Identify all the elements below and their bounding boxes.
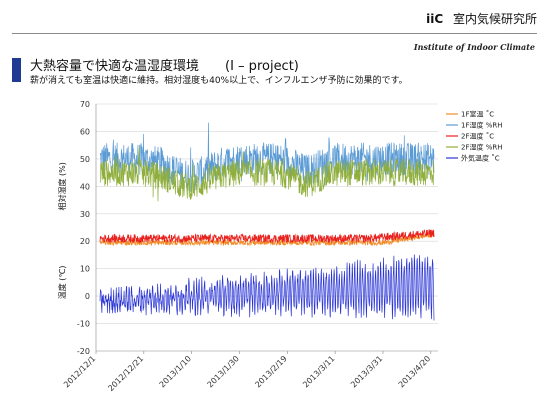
- legend-label: 2F湿度 %RH: [461, 143, 502, 152]
- institute-name: Institute of Indoor Climate: [413, 42, 535, 52]
- x-tick-label: 2012/12/1: [62, 354, 97, 389]
- x-tick-label: 2013/3/11: [301, 354, 336, 389]
- series-line-f2_rh: [99, 146, 435, 202]
- y-tick-label: 20: [80, 237, 90, 246]
- legend-label: 1F室温 ˚C: [461, 110, 494, 119]
- slide-title: 大熱容量で快適な温湿度環境 (I – project): [30, 55, 299, 74]
- legend-label: 2F温度 ˚C: [461, 132, 494, 141]
- y-axis-label-lower: 温度 (℃): [57, 265, 67, 299]
- y-tick-label: 60: [80, 127, 90, 136]
- y-tick-label: 40: [80, 182, 90, 191]
- x-tick-label: 2012/12/21: [106, 354, 145, 393]
- series-line-f2_temp: [99, 229, 435, 244]
- x-tick-label: 2013/3/31: [349, 354, 384, 389]
- series-line-outdoor: [99, 254, 435, 321]
- header-rule: [12, 33, 537, 34]
- brand-org: 室内気候研究所: [452, 12, 537, 26]
- legend-label: 外気温度 ˚C: [461, 154, 500, 163]
- y-tick-label: 30: [80, 210, 90, 219]
- brand-header: iiC 室内気候研究所: [426, 10, 537, 27]
- legend-label: 1F湿度 %RH: [461, 121, 502, 130]
- x-tick-label: 2013/2/19: [253, 354, 288, 389]
- title-accent-bar: [12, 58, 21, 82]
- x-tick-label: 2013/1/10: [158, 354, 193, 389]
- y-axis-label-upper: 相対湿度 (%): [57, 162, 67, 210]
- y-tick-label: 10: [80, 265, 90, 274]
- y-tick-label: -10: [77, 320, 90, 329]
- series-line-f1_temp: [99, 231, 435, 247]
- y-tick-label: -20: [77, 347, 90, 356]
- y-tick-label: 70: [80, 100, 90, 109]
- x-tick-label: 2013/1/30: [206, 354, 241, 389]
- slide-project: (I – project): [225, 59, 299, 74]
- y-tick-label: 0: [85, 292, 90, 301]
- slide-subtitle: 薪が消えても室温は快適に維持。相対湿度も40%以上で、インフルエンザ予防に効果的…: [30, 76, 408, 86]
- series-line-f1_rh: [99, 122, 435, 192]
- slide-title-text: 大熱容量で快適な温湿度環境: [30, 59, 200, 74]
- brand-logo: iiC: [426, 12, 444, 26]
- y-tick-label: 50: [80, 155, 90, 164]
- x-tick-label: 2013/4/20: [397, 354, 432, 389]
